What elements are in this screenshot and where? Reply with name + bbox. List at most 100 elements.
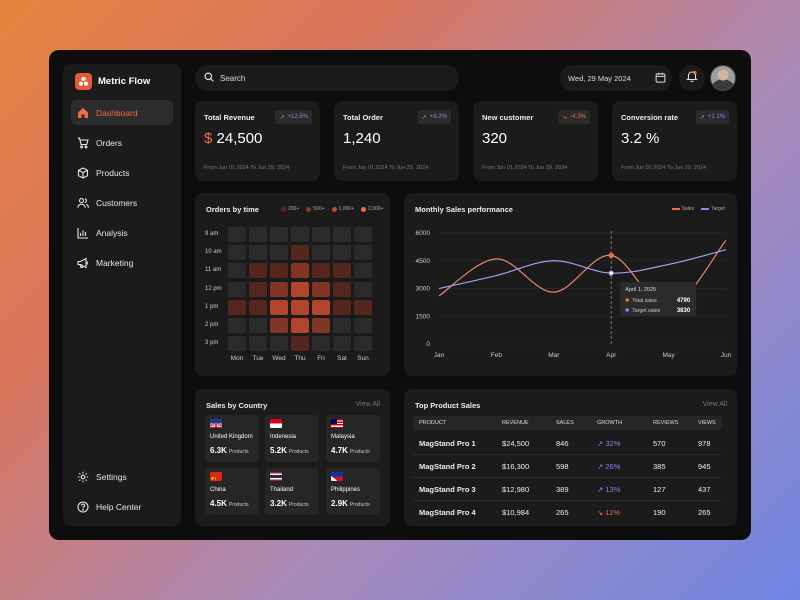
sidebar-item-products[interactable]: Products bbox=[71, 160, 173, 185]
sidebar-item-analysis[interactable]: Analysis bbox=[71, 220, 173, 245]
heatmap-cell[interactable] bbox=[249, 336, 267, 352]
country-card[interactable]: Philippines 2.9K Products bbox=[326, 468, 380, 515]
heatmap-cell[interactable] bbox=[270, 299, 288, 315]
heatmap-cell[interactable] bbox=[291, 299, 309, 315]
trend-down-icon: ↘ bbox=[562, 114, 568, 121]
heatmap-cell[interactable] bbox=[270, 245, 288, 261]
avatar[interactable] bbox=[710, 65, 736, 91]
heatmap-cell[interactable] bbox=[333, 227, 351, 242]
view-all-link[interactable]: View All bbox=[355, 401, 380, 408]
sales-point[interactable] bbox=[608, 252, 614, 259]
heatmap-cell[interactable] bbox=[312, 318, 330, 333]
x-tick-label: Mar bbox=[548, 352, 560, 359]
legend-label: Target bbox=[711, 206, 725, 212]
heatmap-cell[interactable] bbox=[270, 263, 288, 279]
sidebar-item-customers[interactable]: Customers bbox=[71, 190, 173, 215]
heatmap-cell[interactable] bbox=[291, 263, 309, 279]
heatmap-cell[interactable] bbox=[291, 281, 309, 297]
heatmap-cell[interactable] bbox=[354, 281, 372, 297]
heatmap-cell[interactable] bbox=[249, 281, 267, 297]
country-card[interactable]: Indenesia 5.2K Products bbox=[265, 415, 319, 462]
heatmap-cell[interactable] bbox=[228, 336, 246, 352]
heatmap-cell[interactable] bbox=[228, 227, 246, 242]
table-row[interactable]: MagStand Pro 4 $10,984 265 ↘ 11% 190 265 bbox=[413, 501, 722, 524]
target-point[interactable] bbox=[608, 270, 614, 276]
legend-item: 500+ bbox=[306, 206, 325, 212]
heatmap-cell[interactable] bbox=[333, 263, 351, 279]
country-card[interactable]: Thailand 3.2K Products bbox=[265, 468, 319, 515]
sidebar-item-help-center[interactable]: Help Center bbox=[71, 494, 173, 519]
heatmap-cell[interactable] bbox=[228, 318, 246, 333]
tooltip-date: April 1, 2025 bbox=[625, 287, 656, 293]
heatmap-cell[interactable] bbox=[291, 245, 309, 261]
heatmap-cell[interactable] bbox=[228, 245, 246, 261]
heatmap-cell[interactable] bbox=[312, 245, 330, 261]
heatmap-cell[interactable] bbox=[249, 245, 267, 261]
heatmap-cell[interactable] bbox=[354, 245, 372, 261]
heatmap-cell[interactable] bbox=[249, 318, 267, 333]
column-header[interactable]: REVIEWS bbox=[653, 420, 679, 426]
country-card[interactable]: Malaysia 4.7K Products bbox=[326, 415, 380, 462]
sidebar-item-orders[interactable]: Orders bbox=[71, 130, 173, 155]
legend-swatch bbox=[306, 206, 312, 212]
brand[interactable]: Metric Flow bbox=[75, 73, 150, 90]
table-row[interactable]: MagStand Pro 2 $16,300 598 ↗ 26% 385 945 bbox=[413, 455, 722, 478]
heatmap-cell[interactable] bbox=[291, 227, 309, 242]
heatmap-cell[interactable] bbox=[312, 227, 330, 242]
heatmap-cell[interactable] bbox=[354, 263, 372, 279]
heatmap-cell[interactable] bbox=[249, 299, 267, 315]
column-header[interactable]: REVENUE bbox=[502, 420, 529, 426]
heatmap-cell[interactable] bbox=[270, 281, 288, 297]
column-header[interactable]: VIEWS bbox=[698, 420, 716, 426]
column-header[interactable]: SALES bbox=[556, 420, 574, 426]
notifications-button[interactable] bbox=[679, 65, 705, 91]
heatmap-cell[interactable] bbox=[270, 336, 288, 352]
heatmap-cell[interactable] bbox=[312, 281, 330, 297]
heatmap-cell[interactable] bbox=[354, 318, 372, 333]
date-picker[interactable]: Wed, 29 May 2024 bbox=[560, 65, 672, 91]
product-name: MagStand Pro 2 bbox=[419, 462, 476, 471]
table-row[interactable]: MagStand Pro 1 $24,500 846 ↗ 32% 570 978 bbox=[413, 432, 722, 455]
column-header[interactable]: PRODUCT bbox=[419, 420, 447, 426]
heatmap-cell[interactable] bbox=[312, 299, 330, 315]
sidebar-item-label: Customers bbox=[96, 197, 138, 208]
heatmap-cell[interactable] bbox=[270, 318, 288, 333]
heatmap-cell[interactable] bbox=[228, 263, 246, 279]
heatmap-cell[interactable] bbox=[249, 227, 267, 242]
heatmap-cell[interactable] bbox=[333, 281, 351, 297]
heatmap-cell[interactable] bbox=[354, 336, 372, 352]
reviews-cell: 570 bbox=[653, 439, 666, 448]
sidebar-item-marketing[interactable]: Marketing bbox=[71, 250, 173, 275]
country-card[interactable]: United Kingdom 6.3K Products bbox=[205, 415, 259, 462]
heatmap-cell[interactable] bbox=[291, 318, 309, 333]
heatmap-cell[interactable] bbox=[333, 245, 351, 261]
search-bar[interactable] bbox=[195, 65, 459, 91]
country-number: 5.2K bbox=[270, 446, 287, 455]
table-row[interactable]: MagStand Pro 3 $12,980 389 ↗ 13% 127 437 bbox=[413, 478, 722, 501]
legend-label: 500+ bbox=[313, 206, 325, 212]
heatmap-cell[interactable] bbox=[333, 336, 351, 352]
tooltip-swatch bbox=[625, 308, 629, 312]
view-all-link[interactable]: View All bbox=[702, 401, 727, 408]
heatmap-cell[interactable] bbox=[354, 227, 372, 242]
trend-up-icon: ↗ bbox=[421, 114, 427, 121]
product-name: MagStand Pro 4 bbox=[419, 508, 476, 517]
heatmap-cell[interactable] bbox=[354, 299, 372, 315]
heatmap-cell[interactable] bbox=[228, 299, 246, 315]
heatmap-cell[interactable] bbox=[312, 263, 330, 279]
heatmap-cell[interactable] bbox=[249, 263, 267, 279]
heatmap-cell[interactable] bbox=[228, 281, 246, 297]
sidebar-bottom-nav: Settings Help Center bbox=[71, 464, 173, 524]
heatmap-cell[interactable] bbox=[270, 227, 288, 242]
column-header[interactable]: GROWTH bbox=[597, 420, 623, 426]
sidebar-item-dashboard[interactable]: Dashboard bbox=[71, 100, 173, 125]
sidebar-item-settings[interactable]: Settings bbox=[71, 464, 173, 489]
heatmap-cell[interactable] bbox=[333, 318, 351, 333]
revenue-cell: $24,500 bbox=[502, 439, 530, 448]
section-title: Monthly Sales performance bbox=[415, 205, 513, 214]
country-card[interactable]: China 4.5K Products bbox=[205, 468, 259, 515]
search-input[interactable] bbox=[220, 73, 440, 83]
heatmap-cell[interactable] bbox=[291, 336, 309, 352]
heatmap-cell[interactable] bbox=[333, 299, 351, 315]
heatmap-cell[interactable] bbox=[312, 336, 330, 352]
